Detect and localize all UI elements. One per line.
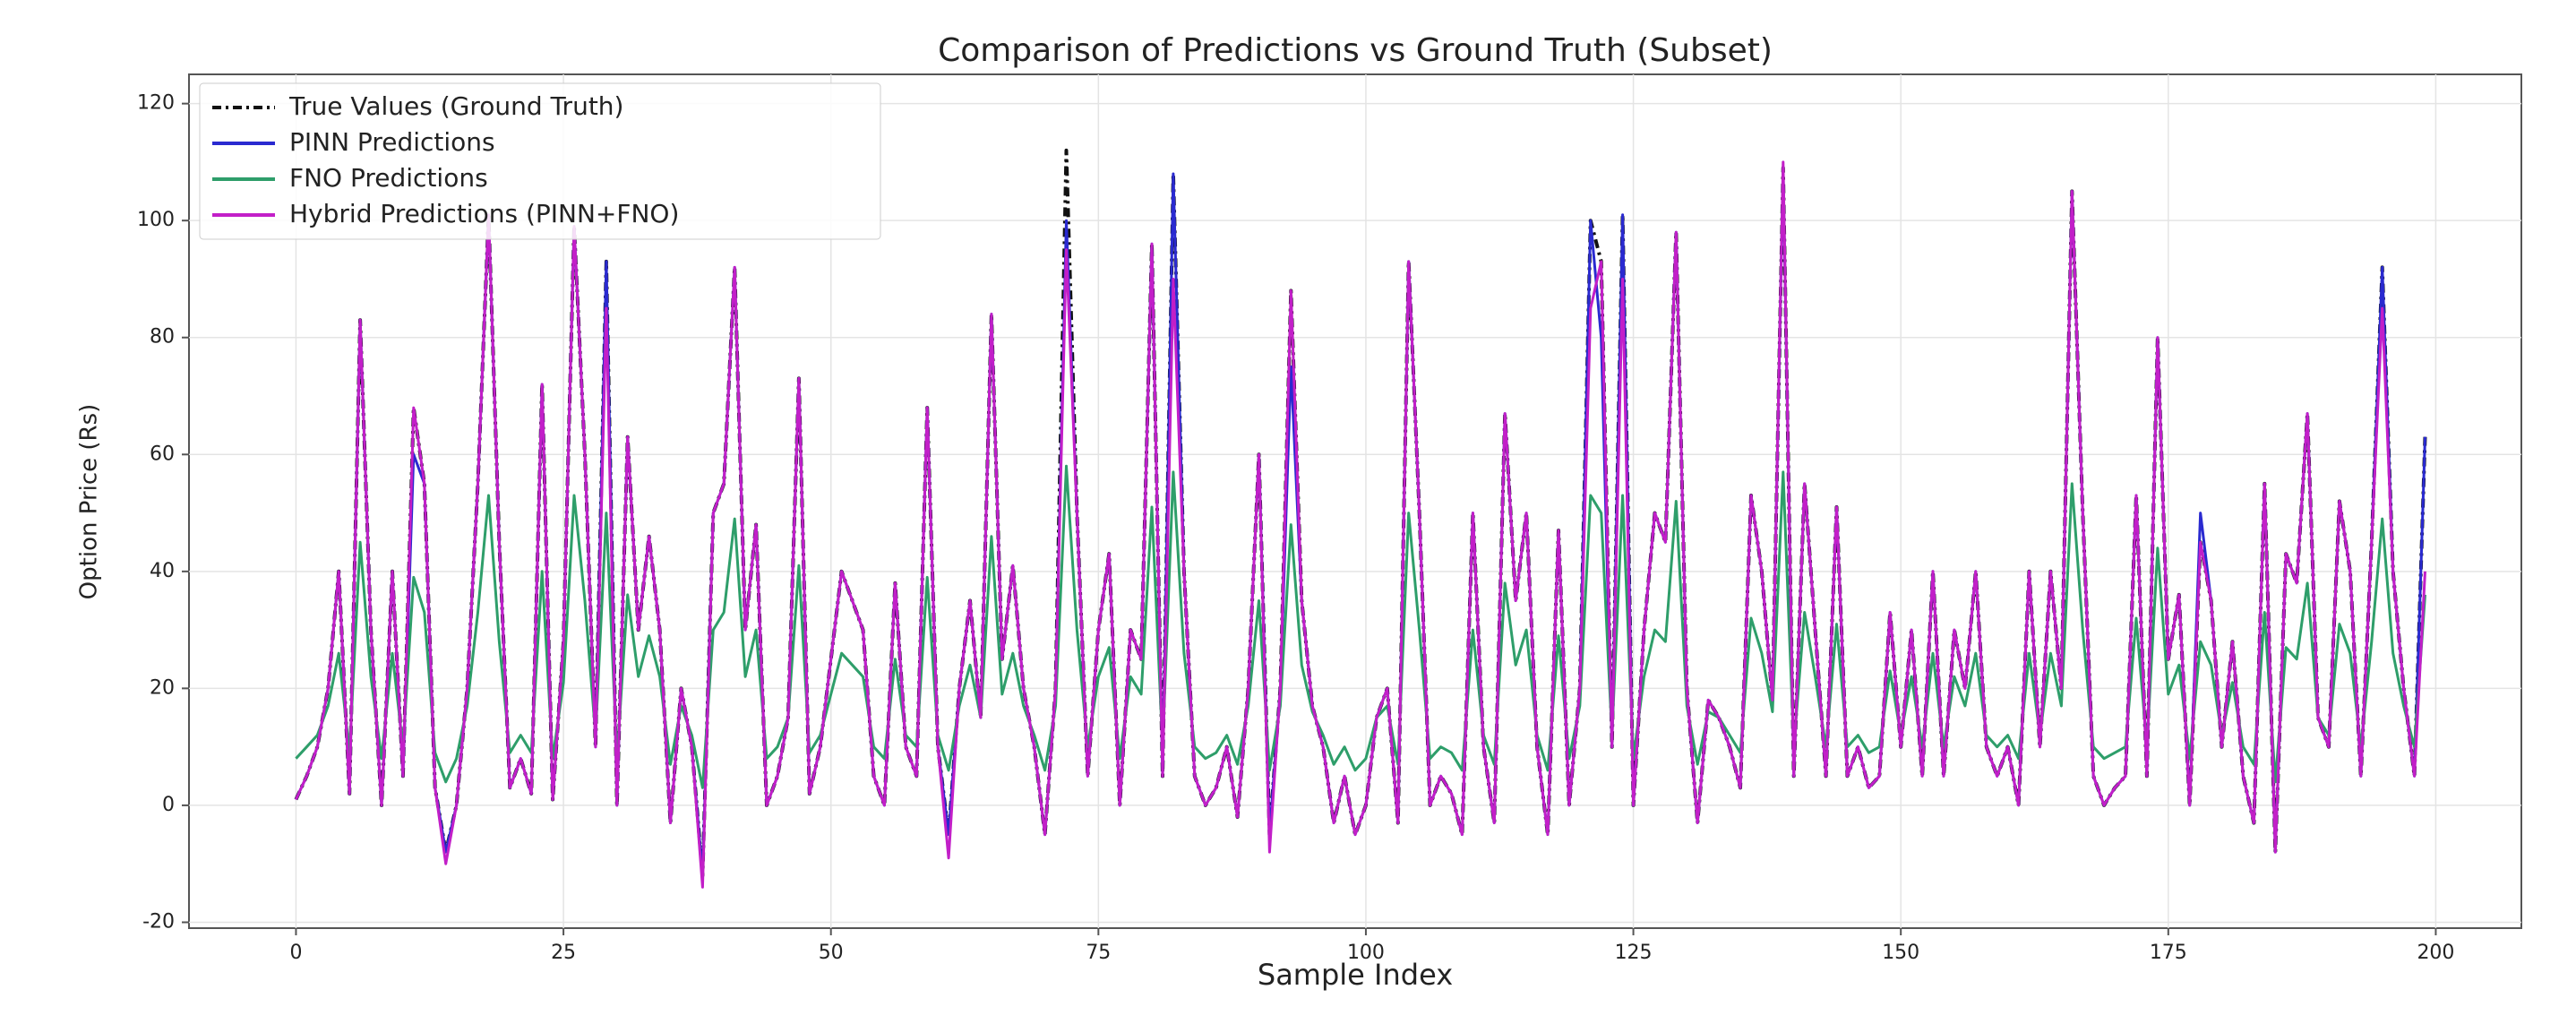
legend-box [199,82,881,240]
x-tick-label: 25 [551,942,576,964]
legend-label: FNO Predictions [289,163,488,193]
y-tick-label: 100 [137,209,175,231]
series-line [295,160,2426,889]
x-tick-label: 50 [819,942,844,964]
series-line [295,464,2426,789]
legend-label: Hybrid Predictions (PINN+FNO) [289,199,679,228]
legend-label: PINN Predictions [289,127,495,157]
chart-title: Comparison of Predictions vs Ground Trut… [938,32,1773,69]
x-tick-label: 75 [1086,942,1111,964]
y-tick-label: 0 [162,794,175,816]
x-tick-label: 175 [2150,942,2187,964]
y-tick-label: 20 [150,676,175,699]
x-tick-label: 100 [1347,942,1385,964]
y-tick-label: 60 [150,443,175,465]
y-tick-label: -20 [142,910,175,933]
x-tick-label: 150 [1882,942,1919,964]
legend-label: True Values (Ground Truth) [288,91,623,121]
y-tick-label: 80 [150,326,175,349]
y-axis-label: Option Price (Rs) [76,404,103,600]
x-axis-label: Sample Index [1258,958,1453,992]
x-tick-label: 125 [1615,942,1653,964]
x-tick-label: 0 [289,942,302,964]
x-tick-label: 200 [2417,942,2454,964]
y-tick-label: 40 [150,560,175,582]
lines [294,148,2427,889]
y-tick-label: 120 [137,92,175,115]
legend: True Values (Ground Truth) PINN Predictio… [199,82,881,240]
